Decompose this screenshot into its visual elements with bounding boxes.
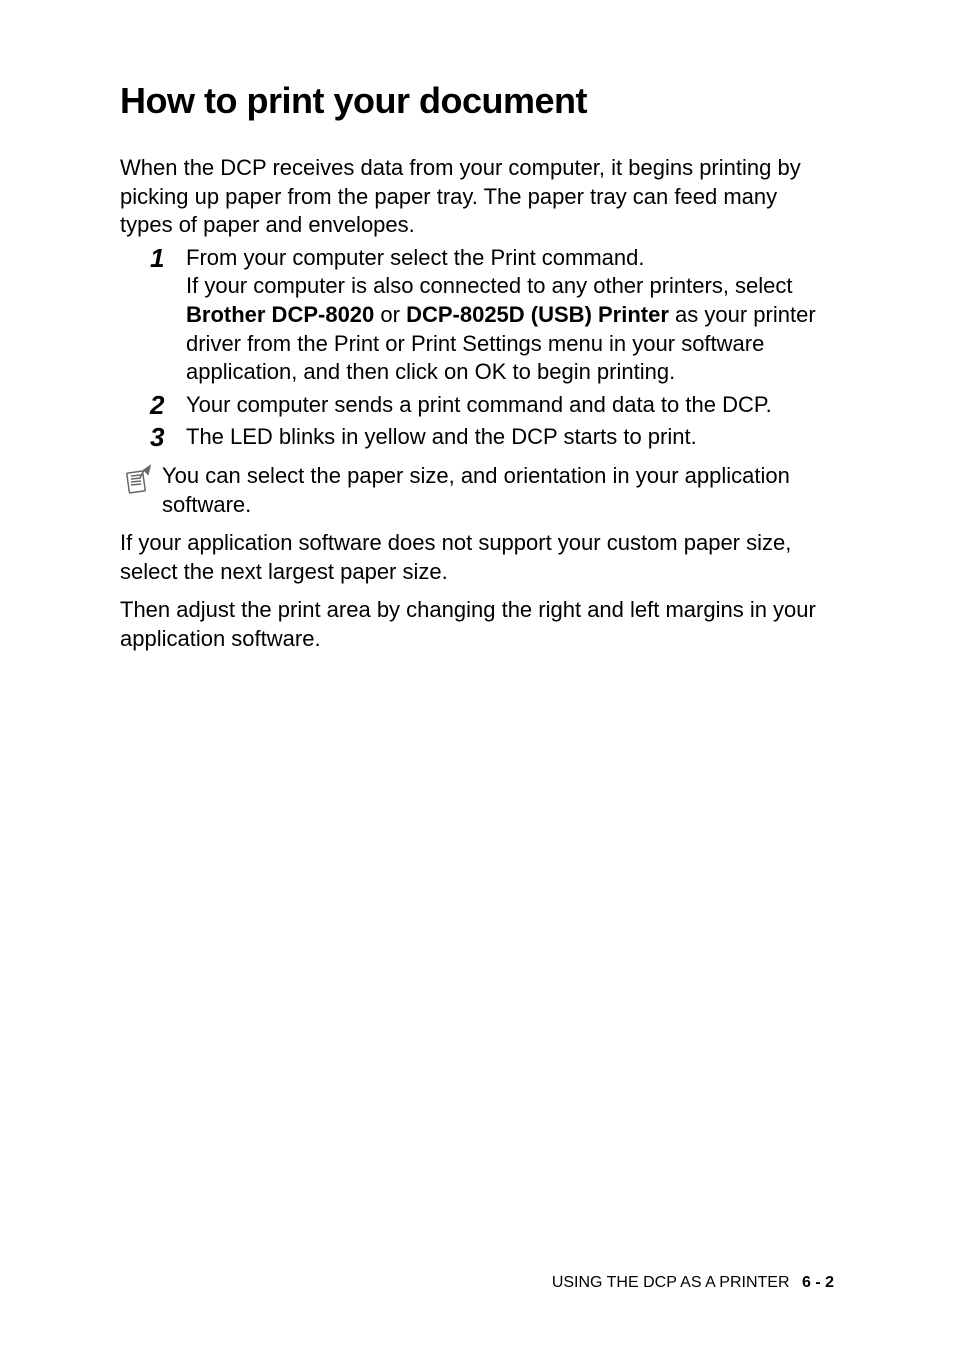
- note-text: You can select the paper size, and orien…: [162, 462, 834, 519]
- printer-model-bold: DCP-8025D (USB) Printer: [406, 302, 669, 327]
- page-title: How to print your document: [120, 80, 834, 122]
- step-item: 2 Your computer sends a print command an…: [150, 391, 834, 420]
- numbered-steps-list: 1 From your computer select the Print co…: [150, 244, 834, 452]
- step-text-segment: or: [374, 302, 406, 327]
- step-content: The LED blinks in yellow and the DCP sta…: [186, 423, 834, 452]
- page-footer: USING THE DCP AS A PRINTER 6 - 2: [552, 1274, 834, 1292]
- intro-paragraph: When the DCP receives data from your com…: [120, 154, 834, 240]
- step-number: 2: [150, 391, 186, 420]
- step-number: 3: [150, 423, 186, 452]
- note-callout: You can select the paper size, and orien…: [122, 462, 834, 519]
- step-text-line: From your computer select the Print comm…: [186, 245, 645, 270]
- body-paragraph: If your application software does not su…: [120, 529, 834, 586]
- step-number: 1: [150, 244, 186, 387]
- step-item: 3 The LED blinks in yellow and the DCP s…: [150, 423, 834, 452]
- body-paragraph: Then adjust the print area by changing t…: [120, 596, 834, 653]
- printer-model-bold: Brother DCP-8020: [186, 302, 374, 327]
- step-text-segment: If your computer is also connected to an…: [186, 273, 793, 298]
- note-icon: [122, 462, 162, 519]
- step-content: Your computer sends a print command and …: [186, 391, 834, 420]
- footer-chapter-label: USING THE DCP AS A PRINTER: [552, 1274, 790, 1291]
- footer-page-number: 6 - 2: [802, 1274, 834, 1291]
- step-item: 1 From your computer select the Print co…: [150, 244, 834, 387]
- step-content: From your computer select the Print comm…: [186, 244, 834, 387]
